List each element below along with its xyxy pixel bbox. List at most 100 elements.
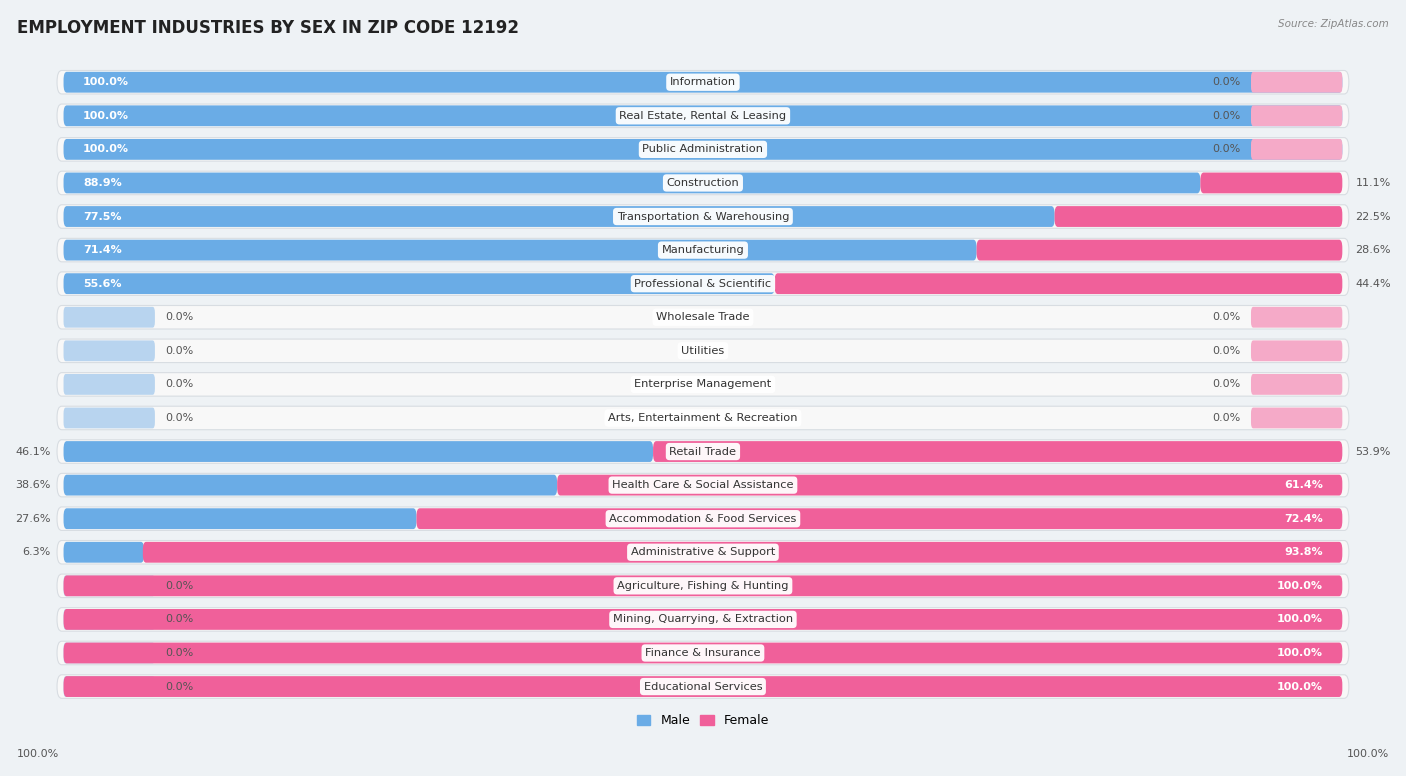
FancyBboxPatch shape (63, 240, 977, 261)
Text: Information: Information (669, 78, 735, 87)
FancyBboxPatch shape (1251, 307, 1343, 327)
Text: Public Administration: Public Administration (643, 144, 763, 154)
Text: 11.1%: 11.1% (1355, 178, 1391, 188)
FancyBboxPatch shape (1251, 106, 1343, 126)
Text: Professional & Scientific: Professional & Scientific (634, 279, 772, 289)
Text: 100.0%: 100.0% (83, 144, 129, 154)
Text: Administrative & Support: Administrative & Support (631, 547, 775, 557)
Text: Real Estate, Rental & Leasing: Real Estate, Rental & Leasing (620, 111, 786, 121)
Text: 100.0%: 100.0% (17, 749, 59, 759)
Text: Enterprise Management: Enterprise Management (634, 379, 772, 390)
FancyBboxPatch shape (63, 172, 1201, 193)
FancyBboxPatch shape (63, 72, 1343, 92)
FancyBboxPatch shape (58, 137, 1348, 161)
FancyBboxPatch shape (58, 675, 1348, 698)
FancyBboxPatch shape (63, 643, 1343, 663)
Text: 0.0%: 0.0% (1212, 379, 1240, 390)
FancyBboxPatch shape (63, 576, 155, 596)
FancyBboxPatch shape (1251, 72, 1343, 92)
FancyBboxPatch shape (58, 608, 1348, 631)
FancyBboxPatch shape (63, 441, 652, 462)
Legend: Male, Female: Male, Female (631, 709, 775, 733)
FancyBboxPatch shape (58, 641, 1348, 665)
FancyBboxPatch shape (63, 475, 557, 496)
FancyBboxPatch shape (977, 240, 1343, 261)
Text: 93.8%: 93.8% (1284, 547, 1323, 557)
Text: 0.0%: 0.0% (166, 681, 194, 691)
FancyBboxPatch shape (1201, 172, 1343, 193)
Text: 61.4%: 61.4% (1284, 480, 1323, 490)
Text: 0.0%: 0.0% (1212, 346, 1240, 356)
Text: 0.0%: 0.0% (166, 346, 194, 356)
Text: 100.0%: 100.0% (1277, 581, 1323, 591)
Text: Mining, Quarrying, & Extraction: Mining, Quarrying, & Extraction (613, 615, 793, 625)
Text: 46.1%: 46.1% (15, 446, 51, 456)
FancyBboxPatch shape (775, 273, 1343, 294)
FancyBboxPatch shape (58, 306, 1348, 329)
FancyBboxPatch shape (1054, 206, 1343, 227)
Text: 0.0%: 0.0% (166, 312, 194, 322)
Text: 0.0%: 0.0% (166, 648, 194, 658)
Text: 6.3%: 6.3% (22, 547, 51, 557)
Text: Manufacturing: Manufacturing (662, 245, 744, 255)
Text: 53.9%: 53.9% (1355, 446, 1391, 456)
FancyBboxPatch shape (58, 507, 1348, 531)
FancyBboxPatch shape (63, 609, 155, 630)
FancyBboxPatch shape (63, 676, 155, 697)
Text: 71.4%: 71.4% (83, 245, 122, 255)
FancyBboxPatch shape (63, 307, 155, 327)
FancyBboxPatch shape (1251, 341, 1343, 361)
FancyBboxPatch shape (1251, 374, 1343, 395)
Text: Agriculture, Fishing & Hunting: Agriculture, Fishing & Hunting (617, 581, 789, 591)
FancyBboxPatch shape (63, 273, 775, 294)
FancyBboxPatch shape (58, 104, 1348, 127)
Text: Health Care & Social Assistance: Health Care & Social Assistance (612, 480, 794, 490)
Text: 0.0%: 0.0% (1212, 78, 1240, 87)
Text: EMPLOYMENT INDUSTRIES BY SEX IN ZIP CODE 12192: EMPLOYMENT INDUSTRIES BY SEX IN ZIP CODE… (17, 19, 519, 37)
Text: 72.4%: 72.4% (1284, 514, 1323, 524)
FancyBboxPatch shape (58, 205, 1348, 228)
FancyBboxPatch shape (416, 508, 1343, 529)
FancyBboxPatch shape (143, 542, 1343, 563)
FancyBboxPatch shape (63, 576, 1343, 596)
Text: 0.0%: 0.0% (1212, 413, 1240, 423)
FancyBboxPatch shape (1251, 139, 1343, 160)
FancyBboxPatch shape (58, 406, 1348, 430)
FancyBboxPatch shape (652, 441, 1343, 462)
FancyBboxPatch shape (63, 609, 1343, 630)
Text: Transportation & Warehousing: Transportation & Warehousing (617, 212, 789, 221)
Text: 0.0%: 0.0% (1212, 312, 1240, 322)
Text: Educational Services: Educational Services (644, 681, 762, 691)
Text: 100.0%: 100.0% (83, 78, 129, 87)
FancyBboxPatch shape (63, 341, 155, 361)
Text: 22.5%: 22.5% (1355, 212, 1391, 221)
FancyBboxPatch shape (58, 541, 1348, 564)
FancyBboxPatch shape (63, 407, 155, 428)
Text: 0.0%: 0.0% (1212, 144, 1240, 154)
FancyBboxPatch shape (58, 71, 1348, 94)
FancyBboxPatch shape (58, 272, 1348, 296)
Text: Accommodation & Food Services: Accommodation & Food Services (609, 514, 797, 524)
Text: 100.0%: 100.0% (1277, 648, 1323, 658)
FancyBboxPatch shape (58, 440, 1348, 463)
FancyBboxPatch shape (557, 475, 1343, 496)
Text: 0.0%: 0.0% (1212, 111, 1240, 121)
Text: Arts, Entertainment & Recreation: Arts, Entertainment & Recreation (609, 413, 797, 423)
FancyBboxPatch shape (63, 542, 143, 563)
Text: Source: ZipAtlas.com: Source: ZipAtlas.com (1278, 19, 1389, 29)
FancyBboxPatch shape (58, 339, 1348, 362)
Text: 77.5%: 77.5% (83, 212, 122, 221)
Text: 0.0%: 0.0% (166, 581, 194, 591)
Text: 28.6%: 28.6% (1355, 245, 1391, 255)
FancyBboxPatch shape (58, 574, 1348, 598)
FancyBboxPatch shape (63, 508, 416, 529)
Text: 44.4%: 44.4% (1355, 279, 1391, 289)
FancyBboxPatch shape (58, 238, 1348, 262)
Text: Finance & Insurance: Finance & Insurance (645, 648, 761, 658)
Text: Construction: Construction (666, 178, 740, 188)
FancyBboxPatch shape (58, 171, 1348, 195)
Text: 0.0%: 0.0% (166, 413, 194, 423)
Text: Retail Trade: Retail Trade (669, 446, 737, 456)
Text: 27.6%: 27.6% (15, 514, 51, 524)
FancyBboxPatch shape (63, 643, 155, 663)
